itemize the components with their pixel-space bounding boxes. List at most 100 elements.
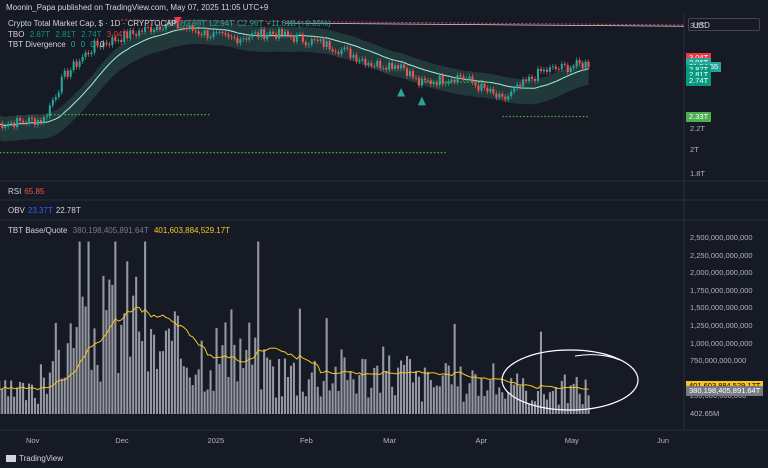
candle: [96, 40, 99, 46]
volume-axis-tick: 2,000,000,000,000: [690, 268, 753, 278]
price-legend-part: H2.98T: [179, 19, 207, 28]
volume-legend[interactable]: TBT Base/Quote 380,198,405,891.64T 401,6…: [8, 226, 231, 235]
candle: [331, 49, 334, 52]
volume-bar: [417, 376, 420, 414]
volume-bar: [167, 328, 170, 414]
obv-legend[interactable]: OBV 23.37T 22.78T: [8, 206, 81, 215]
volume-axis-tick: 1,750,000,000,000: [690, 285, 753, 295]
volume-axis-tick: 1,000,000,000,000: [690, 338, 753, 348]
volume-bar: [13, 396, 16, 414]
volume-bar: [480, 377, 483, 414]
volume-bar: [420, 401, 423, 414]
volume-axis-tick: 2,250,000,000,000: [690, 250, 753, 260]
candle: [72, 61, 75, 71]
candle: [176, 20, 179, 29]
volume-bar: [182, 366, 185, 414]
volume-bar: [474, 374, 477, 414]
volume-bar: [30, 384, 34, 414]
volume-bar: [278, 358, 281, 414]
volume-bar: [468, 383, 471, 414]
candle: [150, 27, 153, 32]
volume-bar: [212, 390, 215, 414]
volume-bar: [39, 364, 42, 414]
candle: [405, 68, 409, 77]
volume-bar: [215, 328, 218, 414]
volume-bar: [144, 241, 147, 414]
volume-bar: [295, 395, 298, 414]
candle: [251, 33, 254, 38]
candle: [155, 26, 159, 30]
candle: [566, 65, 569, 72]
annotation-ellipse: [501, 349, 639, 411]
candle: [108, 44, 111, 46]
volume-bar: [269, 359, 272, 414]
candle: [227, 34, 230, 37]
volume-bar: [492, 363, 495, 414]
tbo-name: TBO: [8, 30, 25, 39]
candle: [355, 55, 358, 62]
candle: [278, 29, 281, 39]
candle: [233, 37, 236, 39]
volume-bar: [176, 315, 179, 414]
candle: [33, 118, 37, 126]
volume-tag: 401,603,884,529.17T: [686, 380, 764, 391]
rsi-legend[interactable]: RSI 65.85: [8, 187, 45, 196]
candle: [480, 83, 483, 91]
volume-bar: [248, 322, 251, 414]
candle: [316, 39, 319, 41]
volume-bar: [477, 395, 480, 414]
volume-bar: [563, 374, 566, 414]
volume-bar: [27, 383, 31, 414]
candle: [361, 58, 364, 61]
volume-bar: [283, 358, 287, 414]
candle: [87, 52, 90, 55]
candle: [301, 34, 304, 42]
volume-bar: [319, 396, 322, 414]
candle: [533, 78, 537, 81]
volume-bar: [54, 322, 57, 414]
volume-bar: [423, 367, 426, 414]
volume-bar: [286, 376, 290, 414]
candle: [519, 84, 522, 87]
volume-bar: [191, 385, 194, 414]
resistance-line: [121, 19, 685, 26]
candle: [75, 61, 78, 67]
volume-bar: [578, 393, 581, 414]
volume-bar: [352, 379, 355, 414]
volume-bar: [60, 378, 63, 414]
tbo-divergence-legend[interactable]: TBT Divergence 0 0 0 0: [8, 40, 105, 49]
candle: [373, 65, 376, 67]
tv-icon: [6, 455, 16, 463]
time-axis-tick: Jun: [657, 436, 670, 445]
candle: [298, 34, 301, 36]
candle: [129, 30, 132, 39]
volume-bar: [275, 397, 278, 414]
candle: [254, 32, 257, 34]
candle: [530, 76, 534, 79]
tbo-legend[interactable]: TBO 2.87T 2.81T 2.74T 3.04T: [8, 30, 128, 39]
candle: [376, 60, 379, 67]
candle: [81, 56, 84, 62]
candle: [39, 119, 42, 123]
price-legend[interactable]: Crypto Total Market Cap, $ · 1D · CRYPTO…: [8, 19, 334, 28]
volume-bar: [370, 387, 373, 414]
volume-bar: [536, 391, 540, 414]
candle: [337, 52, 340, 54]
volume-bar: [346, 379, 349, 414]
volume-bar: [569, 385, 572, 414]
volume-bar: [150, 329, 153, 414]
tradingview-logo[interactable]: TradingView: [6, 454, 63, 463]
candle: [400, 64, 403, 69]
candle: [528, 76, 531, 82]
volume-bar: [251, 364, 254, 414]
price-tag: 3.04T: [686, 52, 712, 63]
candle: [554, 66, 557, 70]
candle: [19, 117, 22, 121]
currency-button[interactable]: USD: [688, 18, 760, 31]
volume-bar: [441, 375, 444, 414]
candle: [161, 29, 165, 30]
candle: [432, 82, 435, 85]
candle: [57, 92, 60, 98]
volume-bar: [227, 376, 230, 414]
candle: [465, 78, 468, 80]
